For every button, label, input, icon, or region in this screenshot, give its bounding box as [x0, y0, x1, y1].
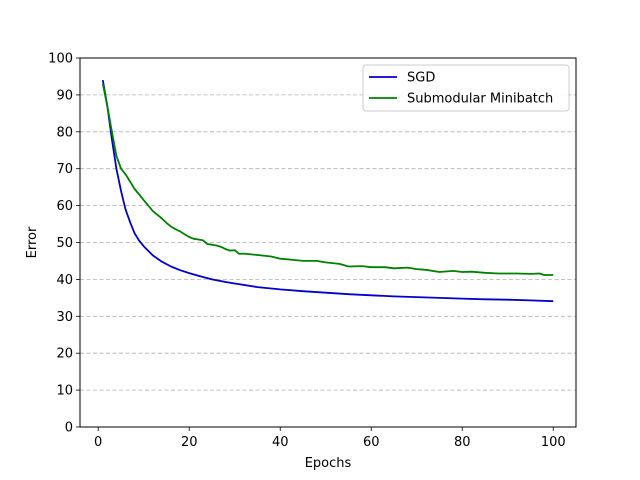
x-tick-label: 0	[94, 435, 102, 450]
y-tick-label: 30	[56, 310, 73, 325]
series-layer	[101, 79, 554, 303]
legend: SGD Submodular Minibatch	[362, 64, 570, 112]
y-tick-label: 60	[56, 199, 73, 214]
series-line-sgd	[101, 79, 554, 303]
y-tick-label: 20	[56, 347, 73, 362]
y-tick-label: 0	[65, 421, 73, 436]
y-axis: 0 10 20 30 40 50 60 70 80 90 100	[48, 52, 80, 436]
y-tick-label: 80	[56, 125, 73, 140]
x-tick-label: 100	[541, 435, 566, 450]
x-tick-label: 60	[363, 435, 380, 450]
legend-label: Submodular Minibatch	[407, 92, 553, 107]
y-tick-label: 70	[56, 162, 73, 177]
legend-label: SGD	[407, 71, 435, 86]
legend-box	[362, 64, 570, 112]
y-tick-label: 100	[48, 52, 73, 67]
series-line-submodular-minibatch	[101, 83, 554, 276]
y-tick-label: 90	[56, 88, 73, 103]
y-tick-label: 10	[56, 384, 73, 399]
x-tick-label: 20	[181, 435, 198, 450]
x-axis-label: Epochs	[305, 456, 352, 471]
x-tick-label: 80	[454, 435, 471, 450]
x-axis: 0 20 40 60 80 100	[94, 427, 566, 450]
y-axis-label: Error	[25, 226, 40, 258]
x-tick-label: 40	[272, 435, 289, 450]
grid-lines	[80, 57, 576, 428]
y-tick-label: 50	[56, 236, 73, 251]
y-tick-label: 40	[56, 273, 73, 288]
